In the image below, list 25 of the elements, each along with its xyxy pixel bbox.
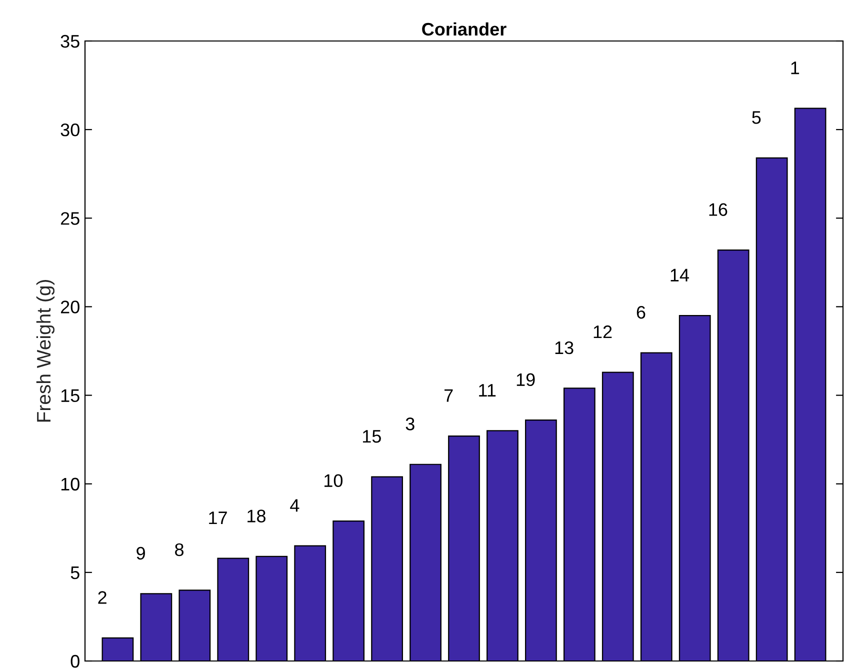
x-tick-label: 9 bbox=[136, 546, 145, 560]
x-tick-label: 17 bbox=[209, 512, 227, 524]
y-tick-label: 0 bbox=[70, 654, 80, 668]
x-tick-label: 16 bbox=[709, 203, 728, 216]
chart-title: Coriander bbox=[422, 22, 506, 36]
y-tick-label: 30 bbox=[60, 124, 80, 136]
x-tick-label: 11 bbox=[479, 384, 496, 396]
x-tick-label: 4 bbox=[290, 499, 300, 512]
x-tick-label: 12 bbox=[594, 325, 612, 338]
x-tick-label: 8 bbox=[175, 543, 184, 556]
x-tick-label: 18 bbox=[248, 510, 266, 522]
y-tick-label: 10 bbox=[61, 478, 80, 491]
y-tick-label: 5 bbox=[70, 566, 80, 580]
y-tick-label: 25 bbox=[60, 212, 80, 225]
x-tick-label: 14 bbox=[670, 268, 689, 282]
y-tick-label: 35 bbox=[60, 34, 80, 48]
x-tick-label: 3 bbox=[406, 418, 414, 430]
x-tick-label: 1 bbox=[791, 62, 800, 74]
x-tick-label: 7 bbox=[444, 389, 453, 402]
x-tick-label: 6 bbox=[636, 306, 646, 319]
x-tick-label: 13 bbox=[555, 341, 574, 354]
y-axis-title: Fresh Weight (g) bbox=[36, 280, 54, 422]
x-tick-label: 19 bbox=[516, 373, 535, 386]
y-tick-label: 20 bbox=[60, 300, 80, 314]
x-tick-label: 2 bbox=[98, 591, 106, 604]
